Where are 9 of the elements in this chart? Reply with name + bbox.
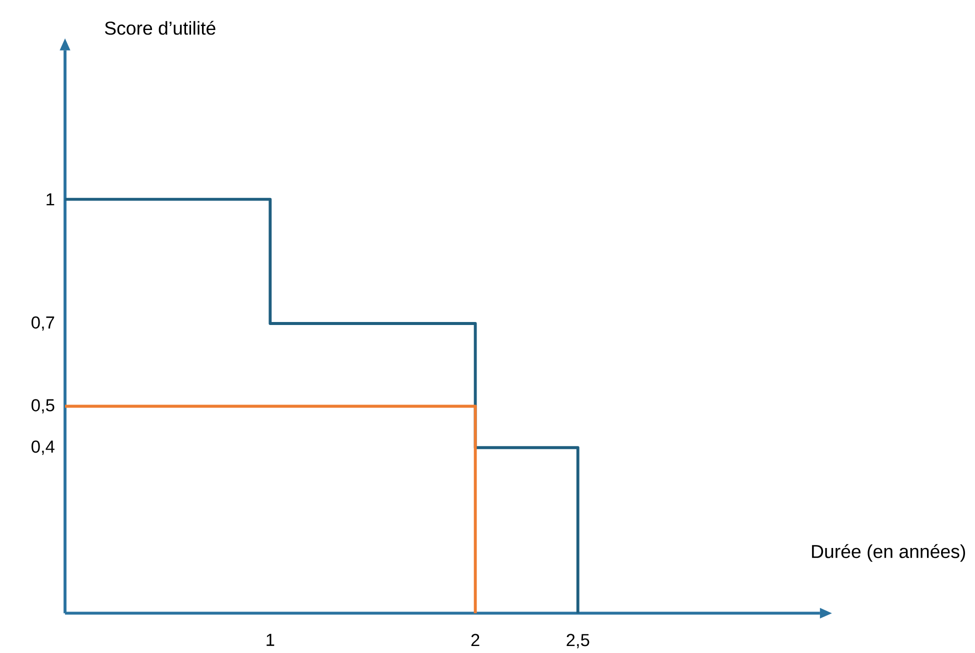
x-tick-label: 1 (266, 634, 274, 646)
y-tick-label: 1 (46, 194, 54, 206)
y-tick-label: 0,7 (32, 316, 54, 331)
y-axis-title: Score d’utilité (104, 21, 216, 35)
x-tick-label: 2 (471, 634, 480, 646)
y-tick-label: 0,4 (32, 440, 54, 455)
x-axis-title: Durée (en années) (812, 544, 966, 562)
x-tick-label: 2,5 (566, 634, 590, 648)
y-tick-label: 0,5 (32, 399, 54, 414)
